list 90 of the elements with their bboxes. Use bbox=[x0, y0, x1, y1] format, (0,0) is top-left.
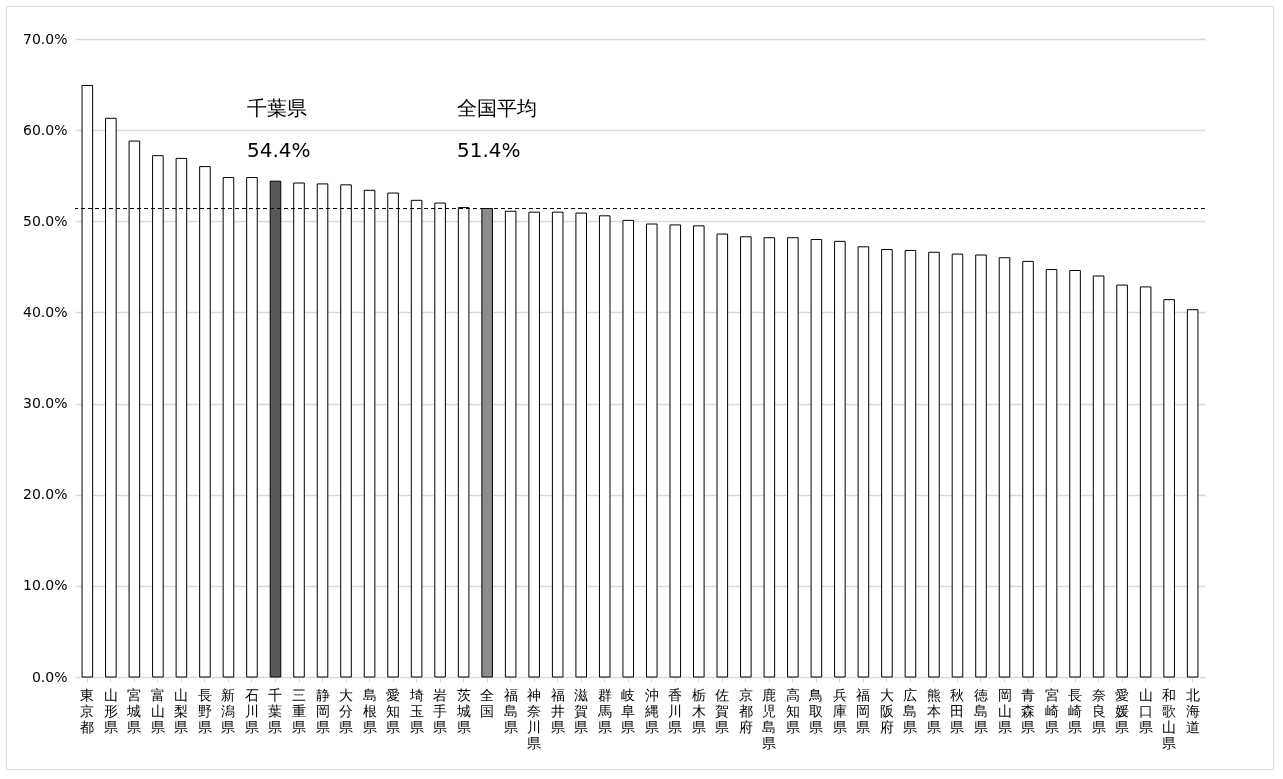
bar bbox=[1092, 275, 1105, 678]
y-tick-label: 0.0% bbox=[31, 668, 68, 685]
x-tick-label: 静岡県 bbox=[315, 686, 330, 735]
annotation: 51.4% bbox=[457, 138, 521, 162]
bar bbox=[810, 239, 823, 678]
x-tick-label: 和歌山県 bbox=[1162, 686, 1177, 751]
x-tick-label: 三重県 bbox=[292, 686, 306, 735]
bar bbox=[669, 224, 682, 678]
x-tick-label: 京都府 bbox=[738, 686, 753, 735]
bar bbox=[1116, 284, 1128, 678]
bar bbox=[575, 212, 587, 678]
bar bbox=[998, 257, 1011, 678]
bar bbox=[622, 219, 635, 678]
annotation: 54.4% bbox=[247, 138, 311, 162]
x-tick-label: 秋田県 bbox=[950, 686, 965, 735]
bar bbox=[504, 210, 517, 678]
x-tick-label: 石川県 bbox=[244, 686, 259, 735]
x-tick-label: 愛知県 bbox=[386, 686, 401, 735]
x-tick-label: 兵庫県 bbox=[832, 686, 847, 735]
bar bbox=[763, 237, 776, 678]
x-tick-label: 島根県 bbox=[362, 686, 377, 735]
y-tick-label: 50.0% bbox=[23, 212, 68, 229]
y-tick-label: 70.0% bbox=[23, 30, 68, 47]
x-tick-label: 長崎県 bbox=[1068, 686, 1083, 735]
x-tick-label: 香川県 bbox=[668, 686, 683, 735]
x-tick-label: 山口県 bbox=[1138, 686, 1153, 735]
x-tick-label: 北海道 bbox=[1185, 686, 1200, 735]
x-tick-label: 熊本県 bbox=[926, 686, 941, 735]
bar bbox=[645, 223, 658, 678]
bar bbox=[1186, 309, 1199, 678]
x-tick-label: 新潟県 bbox=[221, 686, 236, 735]
x-tick-label: 大分県 bbox=[339, 686, 354, 735]
x-tick-label: 大阪府 bbox=[879, 686, 894, 735]
x-tick-label: 佐賀県 bbox=[715, 686, 730, 735]
bar bbox=[1045, 269, 1058, 678]
x-tick-label: 福岡県 bbox=[856, 686, 871, 735]
x-tick-label: 岐阜県 bbox=[621, 686, 636, 735]
bar bbox=[951, 253, 964, 678]
x-tick-label: 千葉県 bbox=[268, 686, 283, 735]
annotation: 全国平均 bbox=[457, 96, 537, 120]
x-tick-label: 栃木県 bbox=[691, 686, 706, 735]
x-tick-label: 群馬県 bbox=[596, 686, 612, 735]
bar bbox=[1163, 299, 1175, 678]
x-tick-label: 宮城県 bbox=[126, 686, 142, 735]
x-tick-label: 長野県 bbox=[197, 686, 212, 735]
x-tick-label: 奈良県 bbox=[1091, 686, 1106, 735]
bar bbox=[1022, 260, 1034, 678]
bar bbox=[528, 211, 540, 678]
x-tick-label: 福島県 bbox=[503, 686, 518, 735]
bar bbox=[857, 246, 870, 678]
x-tick-label: 岩手県 bbox=[433, 686, 448, 735]
x-tick-label: 沖縄県 bbox=[643, 686, 659, 735]
bar bbox=[928, 251, 940, 678]
x-tick-label: 鳥取県 bbox=[808, 686, 824, 735]
x-tick-label: 岡山県 bbox=[997, 686, 1012, 735]
x-tick-label: 茨城県 bbox=[455, 686, 471, 735]
x-tick-label: 山形県 bbox=[103, 686, 118, 735]
y-tick-label: 40.0% bbox=[23, 303, 68, 320]
bar bbox=[1139, 286, 1152, 678]
y-tick-label: 60.0% bbox=[23, 121, 68, 138]
bar bbox=[787, 237, 799, 678]
x-tick-label: 富山県 bbox=[150, 686, 165, 735]
bar bbox=[693, 225, 705, 678]
x-tick-label: 愛媛県 bbox=[1115, 686, 1130, 735]
bar bbox=[975, 254, 987, 678]
x-tick-label: 宮崎県 bbox=[1044, 686, 1059, 735]
x-tick-label: 徳島県 bbox=[974, 686, 988, 735]
y-tick-label: 30.0% bbox=[23, 395, 68, 412]
bar bbox=[904, 249, 917, 678]
x-tick-label: 滋賀県 bbox=[574, 686, 589, 735]
y-tick-label: 10.0% bbox=[23, 577, 68, 594]
x-tick-label: 福井県 bbox=[550, 686, 565, 735]
x-tick-label: 埼玉県 bbox=[408, 686, 424, 735]
x-tick-label: 高知県 bbox=[785, 686, 800, 735]
bar bbox=[716, 233, 729, 678]
bar bbox=[881, 249, 893, 678]
bar bbox=[598, 215, 611, 678]
x-tick-label: 東京都 bbox=[80, 686, 95, 735]
x-tick-label: 全国 bbox=[480, 686, 495, 719]
bar bbox=[1069, 270, 1081, 678]
x-tick-label: 山梨県 bbox=[174, 686, 189, 735]
x-tick-label: 神奈川県 bbox=[527, 686, 542, 751]
x-tick-label: 広島県 bbox=[903, 686, 918, 735]
y-tick-label: 20.0% bbox=[23, 486, 68, 503]
bar bbox=[834, 240, 846, 678]
x-tick-label: 青森県 bbox=[1021, 686, 1036, 735]
annotation: 千葉県 bbox=[247, 96, 307, 120]
bar bbox=[551, 211, 564, 678]
bar bbox=[740, 236, 752, 678]
x-tick-label: 鹿児島県 bbox=[762, 686, 777, 751]
